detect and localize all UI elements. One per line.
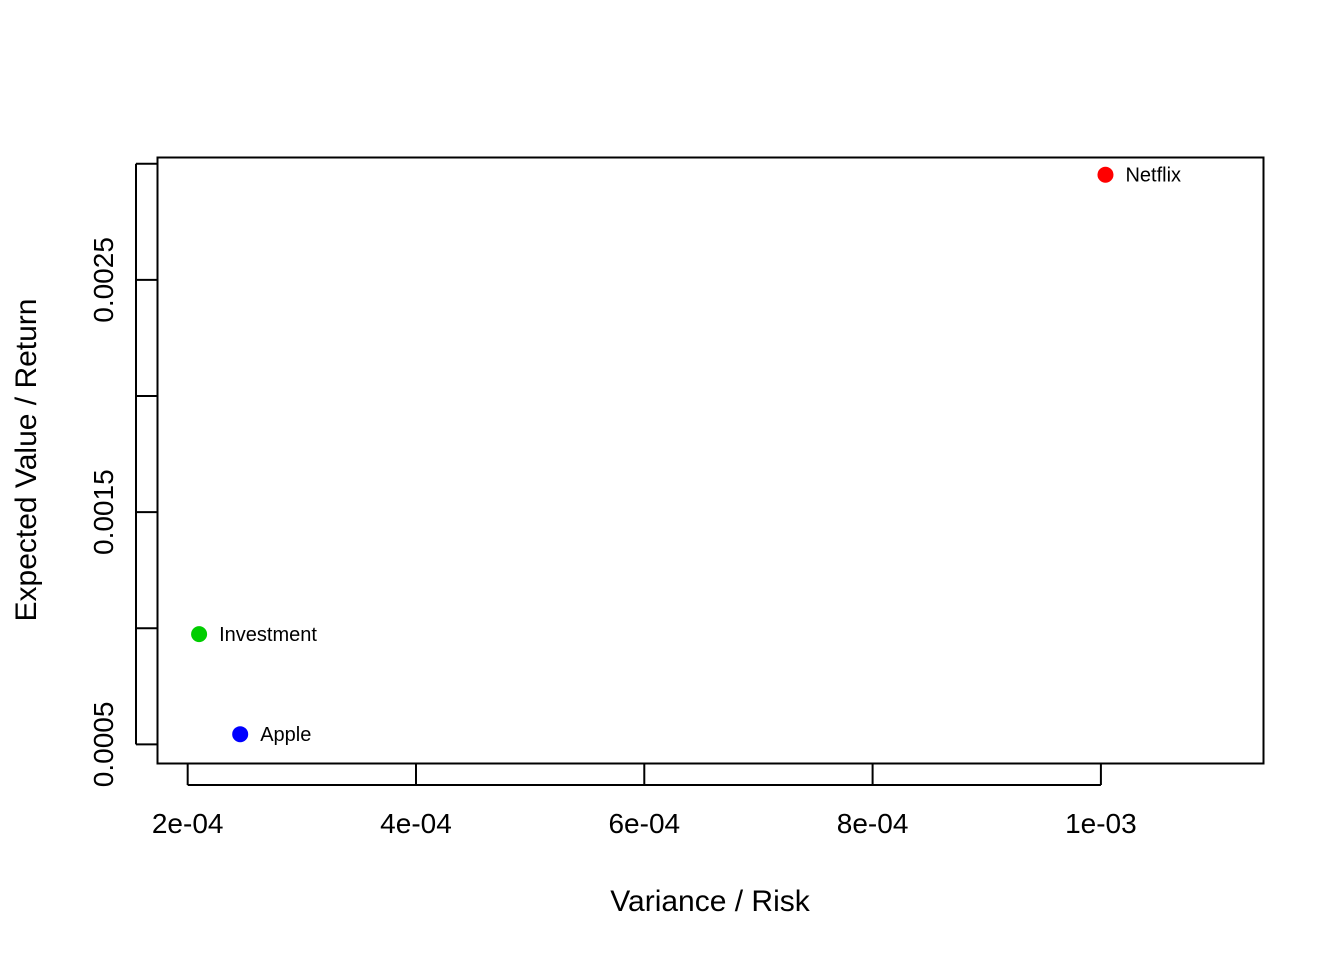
x-tick-label: 8e-04 <box>837 808 909 839</box>
point-label-investment: Investment <box>219 624 317 646</box>
y-tick-label: 0.0015 <box>88 469 119 555</box>
y-tick-label: 0.0005 <box>88 702 119 788</box>
data-point-apple <box>232 726 249 743</box>
data-point-investment <box>191 626 208 643</box>
plot-frame <box>156 156 1265 765</box>
x-axis-title: Variance / Risk <box>610 885 811 918</box>
y-axis-title: Expected Value / Return <box>10 299 43 622</box>
point-label-netflix: Netflix <box>1125 165 1181 187</box>
data-points: Netflix Investment Apple <box>191 165 1181 746</box>
data-point-netflix <box>1097 166 1114 183</box>
x-tick-label: 6e-04 <box>608 808 680 839</box>
x-axis: 2e-04 4e-04 6e-04 8e-04 1e-03 <box>152 763 1137 839</box>
x-tick-label: 1e-03 <box>1065 808 1137 839</box>
y-axis: 0.0005 0.0015 0.0025 <box>88 162 158 788</box>
y-tick-label: 0.0025 <box>88 237 119 323</box>
x-tick-label: 2e-04 <box>152 808 224 839</box>
point-label-apple: Apple <box>260 724 311 746</box>
x-tick-label: 4e-04 <box>380 808 452 839</box>
